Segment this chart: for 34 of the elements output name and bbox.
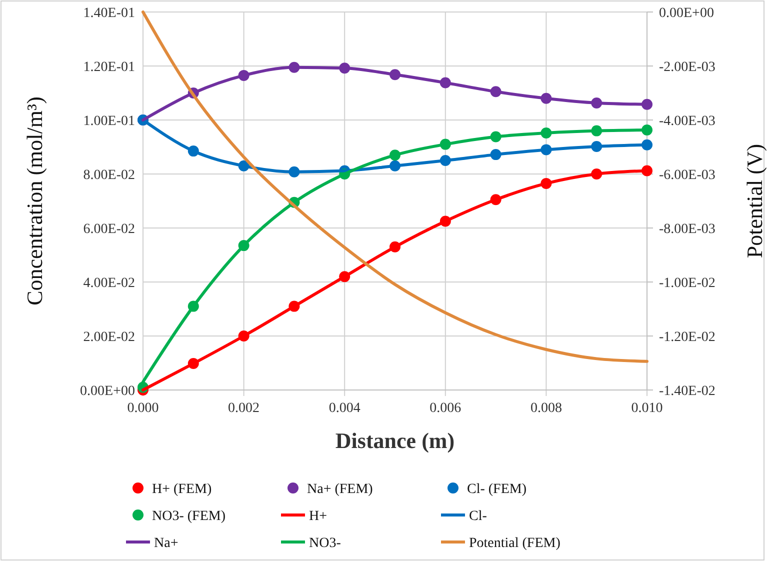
legend-label: NO3- (FEM): [152, 508, 226, 524]
y-tick-label: 2.00E-02: [83, 330, 135, 345]
y2-tick-label: -8.00E-03: [659, 222, 716, 237]
legend-label: H+ (FEM): [152, 482, 212, 497]
legend-label: H+: [309, 508, 328, 524]
x-tick-label: 0.006: [430, 401, 462, 416]
x-tick-label: 0.004: [328, 401, 360, 416]
legend-label: Cl- (FEM): [467, 482, 527, 497]
y2-tick-label: -2.00E-03: [659, 60, 716, 75]
legend-label: Na+: [154, 536, 178, 551]
y-tick-label: 4.00E-02: [83, 276, 135, 291]
y2-tick-label: -4.00E-03: [659, 114, 716, 129]
y2-tick-label: -1.40E-02: [659, 384, 716, 399]
y-tick-label: 1.40E-01: [83, 6, 135, 21]
y2-tick-label: -1.00E-02: [659, 276, 716, 291]
y2-axis-title: Potential (V): [742, 144, 767, 258]
legend-label: Cl-: [469, 508, 488, 524]
y2-tick-label: -6.00E-03: [659, 168, 716, 183]
y2-tick-label: -1.20E-02: [659, 330, 716, 345]
legend-label: Potential (FEM): [469, 536, 561, 551]
y-tick-label: 1.00E-01: [83, 114, 135, 129]
y-tick-label: 8.00E-02: [83, 168, 135, 183]
legend-label: NO3-: [309, 536, 342, 551]
y-tick-label: 6.00E-02: [83, 222, 135, 237]
x-axis-title: Distance (m): [335, 428, 455, 453]
legend-label: Na+ (FEM): [307, 482, 374, 497]
y-tick-label: 1.20E-01: [83, 60, 135, 75]
y2-tick-label: 0.00E+00: [659, 6, 714, 21]
x-tick-label: 0.000: [127, 401, 159, 416]
x-tick-label: 0.002: [228, 401, 260, 416]
y-axis-title: Concentration (mol/m³): [22, 96, 47, 306]
x-tick-label: 0.010: [631, 401, 663, 416]
y-tick-label: 0.00E+00: [80, 384, 135, 399]
x-tick-label: 0.008: [530, 401, 562, 416]
